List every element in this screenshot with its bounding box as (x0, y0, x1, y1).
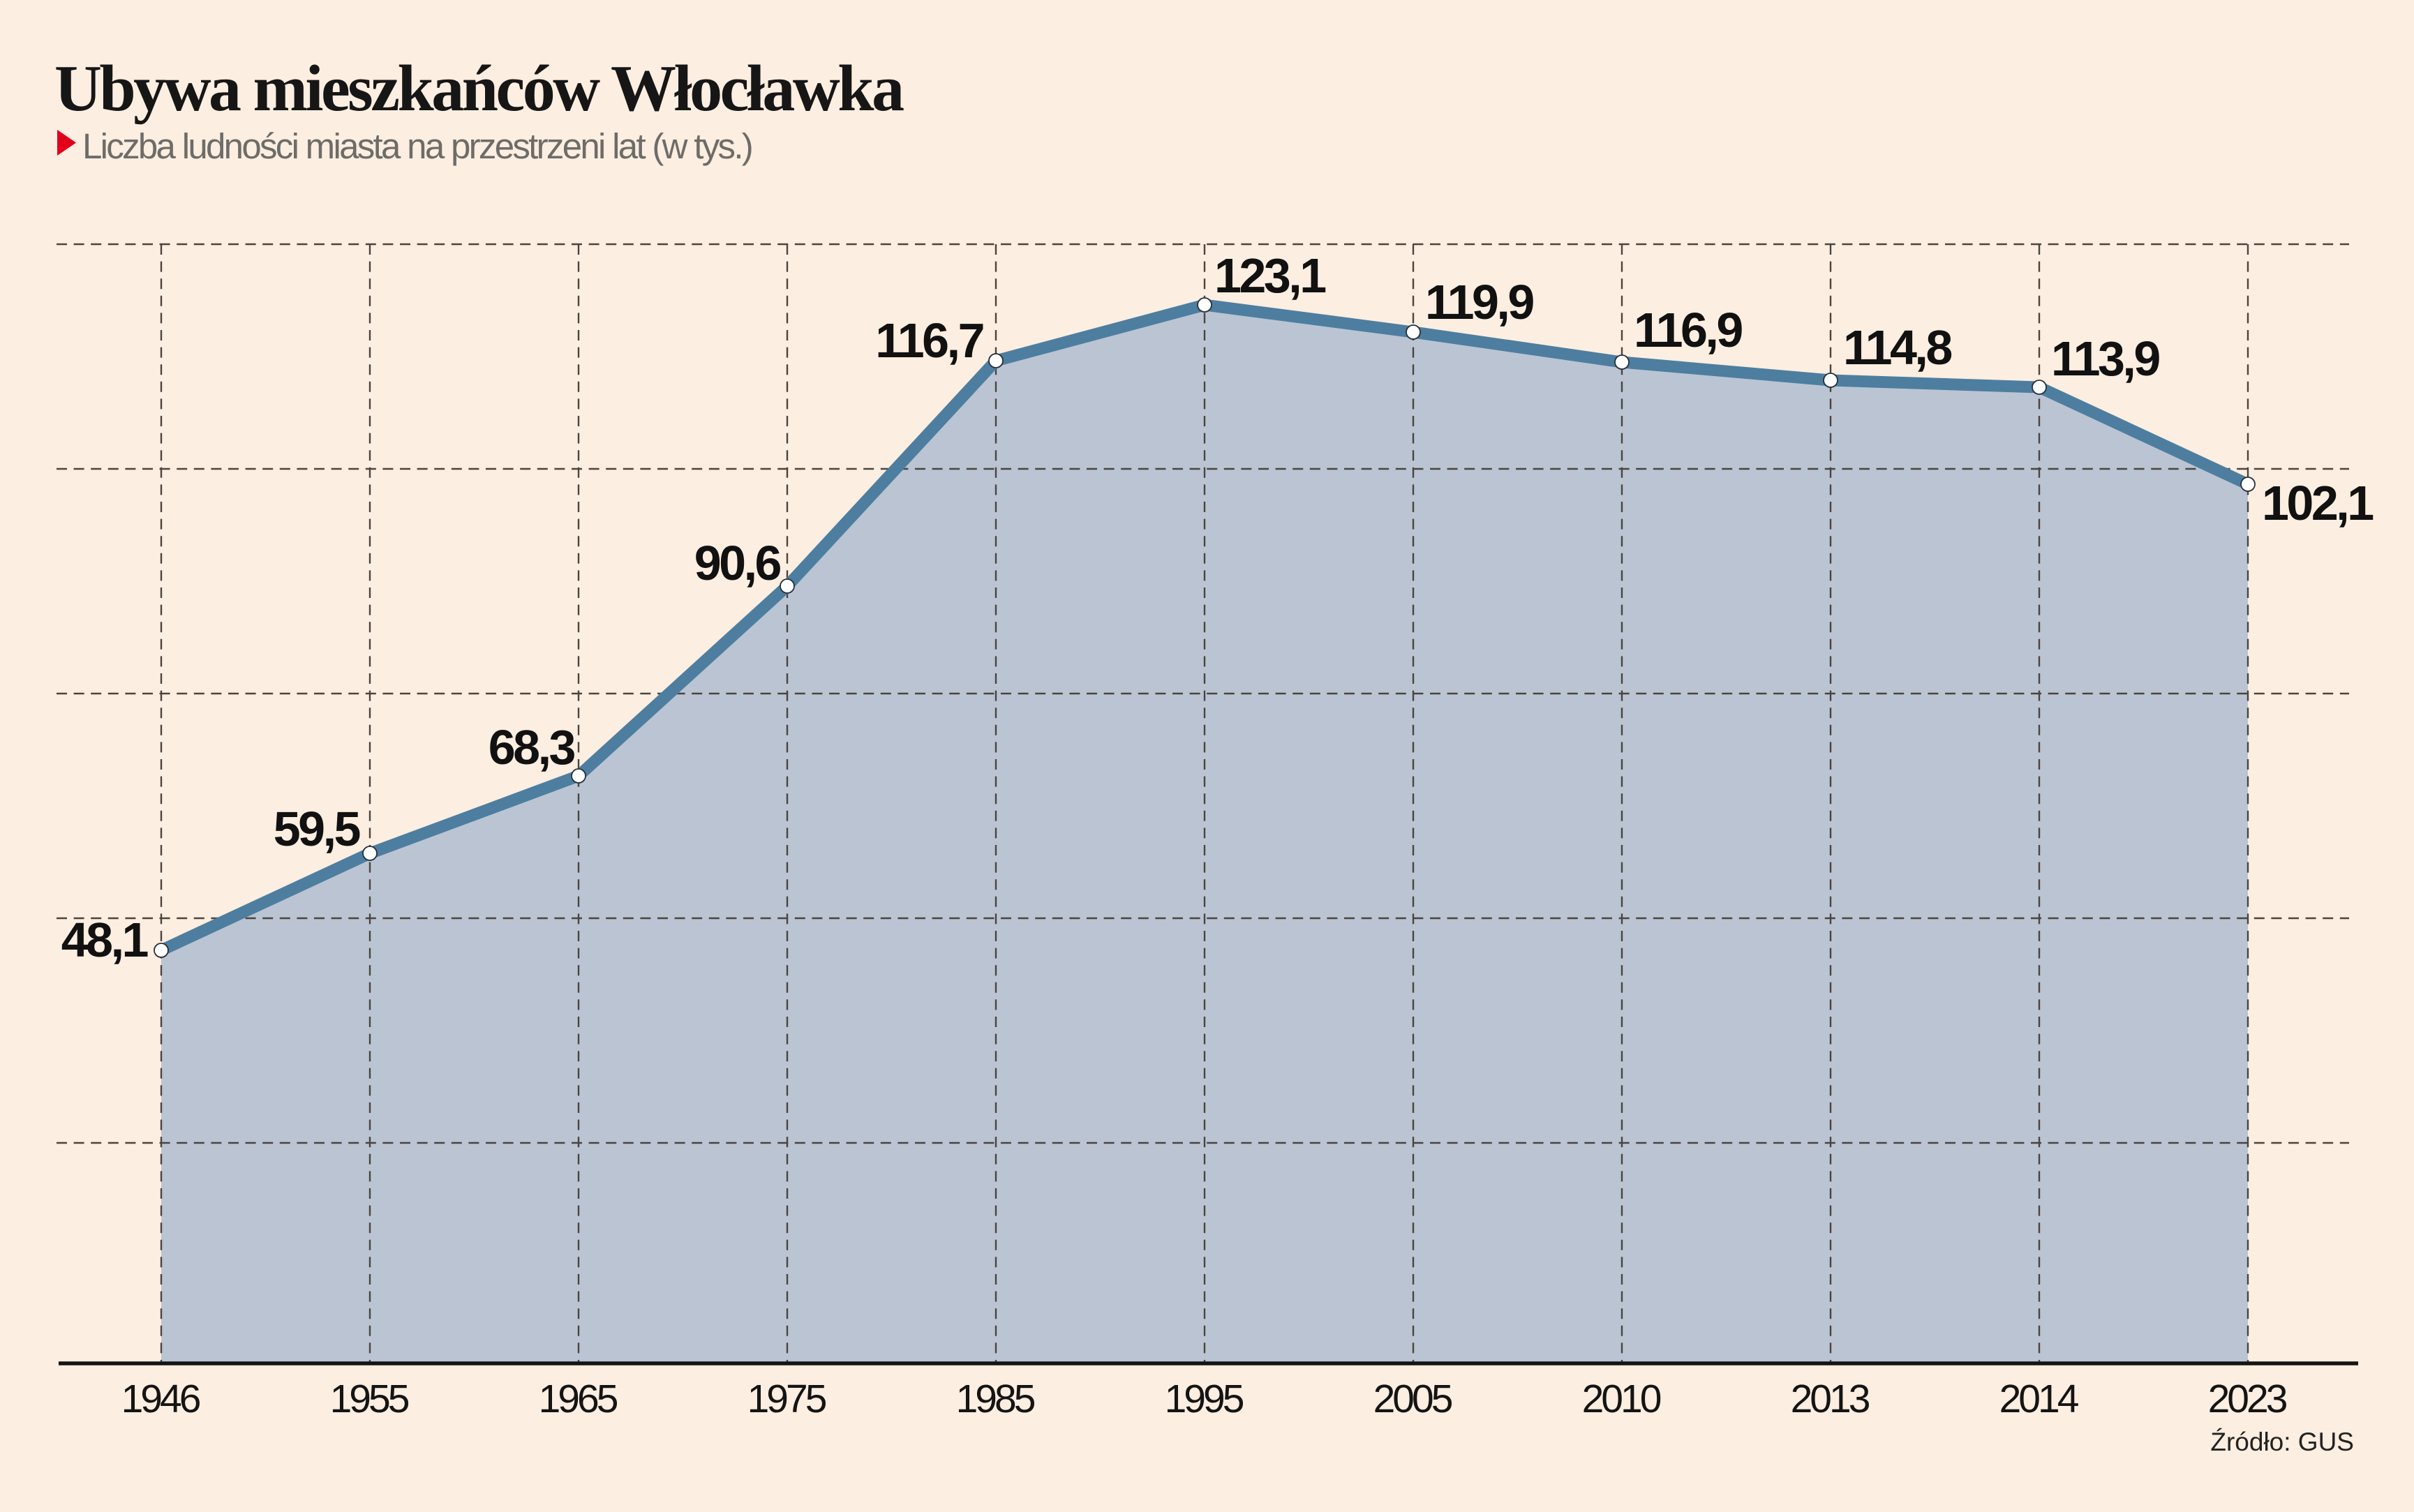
svg-text:1995: 1995 (1165, 1377, 1244, 1421)
svg-text:48,1: 48,1 (61, 913, 148, 967)
svg-text:59,5: 59,5 (274, 802, 360, 856)
svg-text:1946: 1946 (121, 1377, 200, 1421)
svg-text:1955: 1955 (330, 1377, 409, 1421)
svg-text:2013: 2013 (1791, 1377, 1870, 1421)
svg-text:114,8: 114,8 (1843, 320, 1951, 375)
svg-text:2014: 2014 (1999, 1377, 2079, 1421)
svg-text:Liczba ludności miasta na prze: Liczba ludności miasta na przestrzeni la… (82, 126, 752, 166)
svg-text:68,3: 68,3 (489, 720, 575, 774)
svg-text:Ubywa mieszkańców Włocławka: Ubywa mieszkańców Włocławka (54, 52, 904, 125)
svg-text:2023: 2023 (2208, 1377, 2287, 1421)
svg-text:119,9: 119,9 (1425, 275, 1533, 329)
svg-text:1985: 1985 (956, 1377, 1035, 1421)
svg-text:2005: 2005 (1373, 1377, 1452, 1421)
svg-text:90,6: 90,6 (694, 536, 781, 590)
svg-text:1975: 1975 (747, 1377, 826, 1421)
svg-text:123,1: 123,1 (1214, 248, 1325, 303)
svg-text:116,7: 116,7 (875, 313, 983, 368)
svg-text:2010: 2010 (1582, 1377, 1661, 1421)
svg-text:113,9: 113,9 (2051, 331, 2159, 386)
svg-text:1965: 1965 (539, 1377, 618, 1421)
svg-text:116,9: 116,9 (1634, 303, 1742, 357)
svg-text:Źródło: GUS: Źródło: GUS (2210, 1428, 2354, 1456)
svg-text:102,1: 102,1 (2262, 476, 2373, 530)
